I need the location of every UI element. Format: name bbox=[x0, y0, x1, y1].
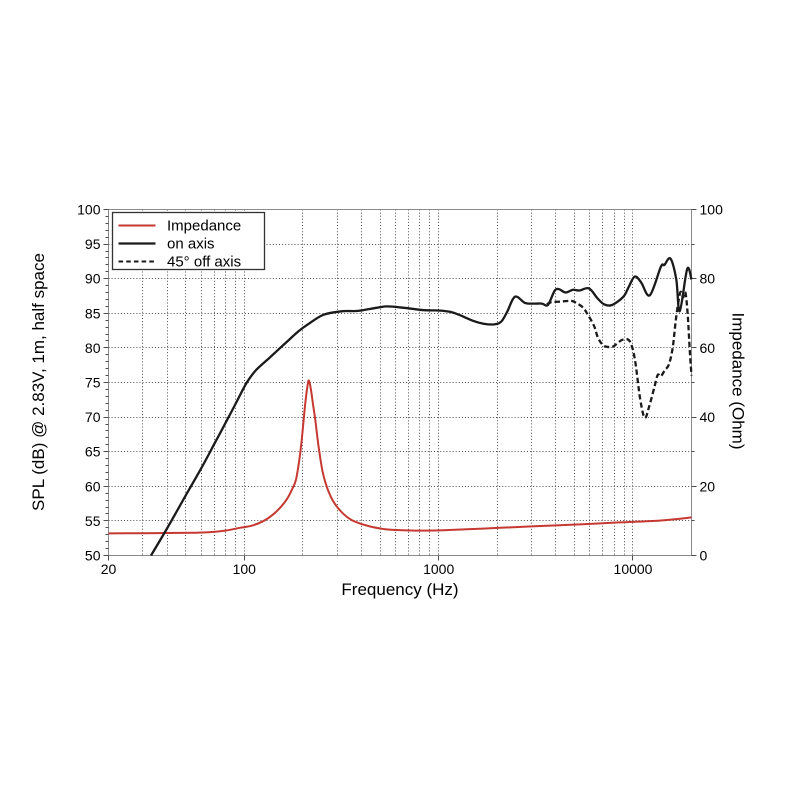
svg-text:75: 75 bbox=[85, 375, 101, 391]
svg-text:1000: 1000 bbox=[423, 561, 454, 577]
svg-text:65: 65 bbox=[85, 444, 101, 460]
svg-text:60: 60 bbox=[85, 478, 101, 494]
svg-text:Impedance (Ohm): Impedance (Ohm) bbox=[729, 313, 748, 450]
svg-text:Frequency (Hz): Frequency (Hz) bbox=[341, 580, 458, 599]
svg-text:40: 40 bbox=[700, 409, 716, 425]
svg-text:10000: 10000 bbox=[614, 561, 653, 577]
svg-text:100: 100 bbox=[77, 202, 101, 218]
svg-text:100: 100 bbox=[233, 561, 257, 577]
svg-text:80: 80 bbox=[85, 340, 101, 356]
svg-text:60: 60 bbox=[700, 340, 716, 356]
svg-text:85: 85 bbox=[85, 305, 101, 321]
svg-text:SPL (dB) @ 2.83V, 1m, half spa: SPL (dB) @ 2.83V, 1m, half space bbox=[29, 253, 48, 511]
svg-text:50: 50 bbox=[85, 548, 101, 564]
svg-text:on axis: on axis bbox=[167, 236, 215, 253]
svg-text:Impedance: Impedance bbox=[167, 218, 241, 235]
svg-text:20: 20 bbox=[101, 561, 117, 577]
svg-text:55: 55 bbox=[85, 513, 101, 529]
svg-text:70: 70 bbox=[85, 409, 101, 425]
svg-text:20: 20 bbox=[700, 478, 716, 494]
svg-text:90: 90 bbox=[85, 271, 101, 287]
svg-text:0: 0 bbox=[700, 548, 708, 564]
svg-text:95: 95 bbox=[85, 236, 101, 252]
svg-text:100: 100 bbox=[700, 202, 724, 218]
svg-text:45° off axis: 45° off axis bbox=[167, 254, 241, 271]
svg-text:80: 80 bbox=[700, 271, 716, 287]
